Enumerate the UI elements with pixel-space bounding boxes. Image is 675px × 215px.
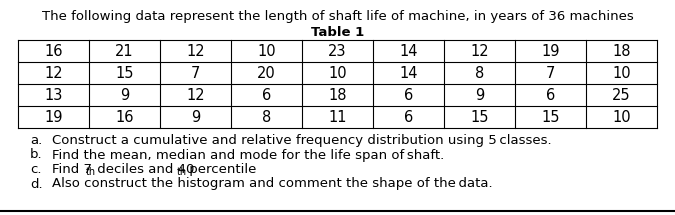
Text: 6: 6 xyxy=(404,109,413,124)
Text: 8: 8 xyxy=(262,109,271,124)
Text: 12: 12 xyxy=(44,66,63,80)
Text: 7: 7 xyxy=(191,66,200,80)
Text: 12: 12 xyxy=(470,43,489,58)
Text: 14: 14 xyxy=(399,66,418,80)
Text: 10: 10 xyxy=(257,43,276,58)
Text: 13: 13 xyxy=(45,88,63,103)
Text: The following data represent the length of shaft life of machine, in years of 36: The following data represent the length … xyxy=(42,10,633,23)
Text: 15: 15 xyxy=(541,109,560,124)
Text: Also construct the histogram and comment the shape of the data.: Also construct the histogram and comment… xyxy=(52,178,493,190)
Text: 9: 9 xyxy=(191,109,200,124)
Text: Table 1: Table 1 xyxy=(311,26,364,39)
Text: 18: 18 xyxy=(328,88,347,103)
Text: th: th xyxy=(177,167,187,177)
Text: 12: 12 xyxy=(186,43,205,58)
Text: c.: c. xyxy=(30,163,41,176)
Text: 6: 6 xyxy=(262,88,271,103)
Text: 12: 12 xyxy=(186,88,205,103)
Text: 23: 23 xyxy=(328,43,347,58)
Text: d.: d. xyxy=(30,178,43,190)
Text: 15: 15 xyxy=(470,109,489,124)
Text: percentile: percentile xyxy=(185,163,256,176)
Text: 21: 21 xyxy=(115,43,134,58)
Text: th: th xyxy=(85,167,95,177)
Text: 18: 18 xyxy=(612,43,630,58)
Text: Find the mean, median and mode for the life span of shaft.: Find the mean, median and mode for the l… xyxy=(52,149,444,161)
Text: 10: 10 xyxy=(328,66,347,80)
Text: 16: 16 xyxy=(115,109,134,124)
Text: 6: 6 xyxy=(404,88,413,103)
Text: 19: 19 xyxy=(45,109,63,124)
Text: 19: 19 xyxy=(541,43,560,58)
Text: 6: 6 xyxy=(546,88,555,103)
Text: Construct a cumulative and relative frequency distribution using 5 classes.: Construct a cumulative and relative freq… xyxy=(52,134,551,147)
Text: 9: 9 xyxy=(475,88,484,103)
Text: 14: 14 xyxy=(399,43,418,58)
Text: 10: 10 xyxy=(612,109,631,124)
Text: 8: 8 xyxy=(475,66,484,80)
Text: 20: 20 xyxy=(257,66,276,80)
Text: 7: 7 xyxy=(546,66,555,80)
Text: deciles and 40: deciles and 40 xyxy=(93,163,195,176)
Text: 10: 10 xyxy=(612,66,631,80)
Text: 16: 16 xyxy=(45,43,63,58)
Text: Find 7: Find 7 xyxy=(52,163,92,176)
Text: 11: 11 xyxy=(328,109,347,124)
Text: a.: a. xyxy=(30,134,43,147)
Text: 25: 25 xyxy=(612,88,631,103)
Text: 15: 15 xyxy=(115,66,134,80)
Text: 9: 9 xyxy=(120,88,129,103)
Text: b.: b. xyxy=(30,149,43,161)
